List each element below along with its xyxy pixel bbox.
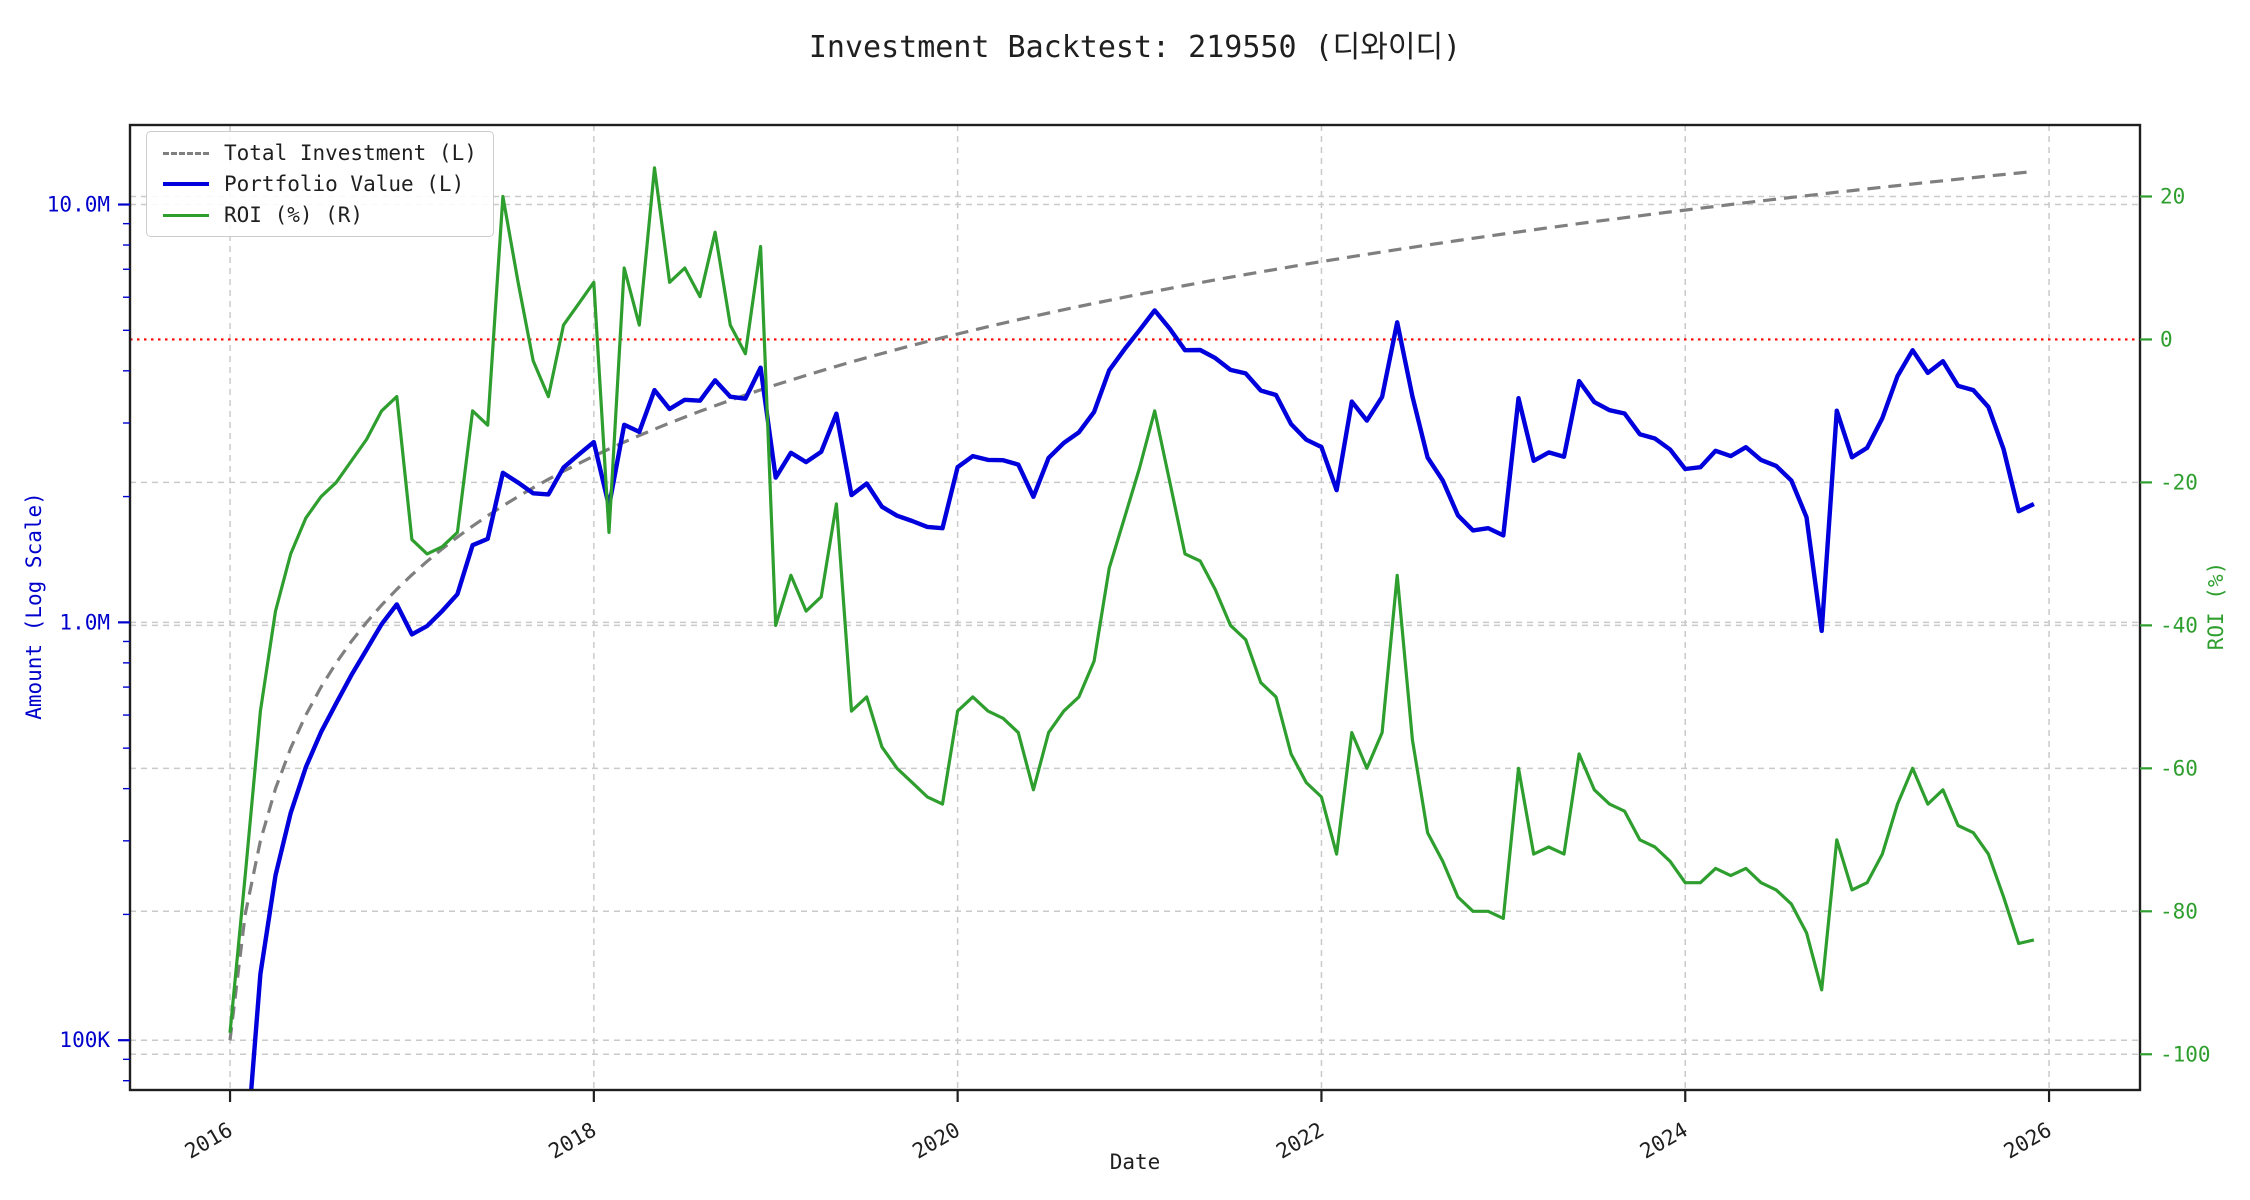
left-axis-title: Amount (Log Scale) (22, 492, 46, 720)
right-tick-label: -80 (2160, 899, 2198, 923)
right-tick-label: 0 (2160, 327, 2173, 351)
legend-line-roi (163, 213, 209, 217)
series-total_investment (228, 169, 2035, 1041)
right-tick-label: -100 (2160, 1042, 2211, 1066)
left-tick-label: 1.0M (59, 610, 110, 634)
right-tick-label: -20 (2160, 470, 2198, 494)
legend: Total Investment (L) Portfolio Value (L)… (146, 131, 494, 237)
gridlines (130, 125, 2140, 1090)
right-axis-title: ROI (%) (2204, 561, 2228, 651)
legend-item-portfolio-value: Portfolio Value (L) (163, 172, 477, 196)
legend-label-roi: ROI (%) (R) (224, 203, 364, 227)
right-tick-label: -40 (2160, 613, 2198, 637)
right-tick-label: -60 (2160, 756, 2198, 780)
series-portfolio_value (249, 308, 2035, 1090)
legend-item-roi: ROI (%) (R) (163, 203, 477, 227)
plot-border (128, 123, 2142, 1092)
legend-line-total-investment (163, 151, 209, 155)
x-axis-title: Date (1109, 1150, 1161, 1174)
series-roi (228, 166, 2035, 1033)
legend-item-total-investment: Total Investment (L) (163, 141, 477, 165)
legend-label-total-investment: Total Investment (L) (224, 141, 477, 165)
left-tick-label: 10.0M (47, 193, 110, 217)
left-tick-label: 100K (59, 1028, 110, 1052)
legend-label-portfolio-value: Portfolio Value (L) (224, 172, 465, 196)
right-tick-label: 20 (2160, 184, 2185, 208)
legend-line-portfolio-value (163, 182, 209, 186)
chart-title: Investment Backtest: 219550 (디와이디) (808, 30, 1462, 65)
